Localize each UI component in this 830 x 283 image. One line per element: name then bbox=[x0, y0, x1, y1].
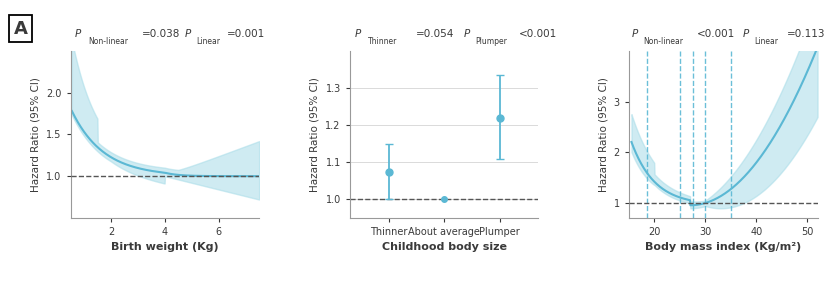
Y-axis label: Hazard Ratio (95% CI): Hazard Ratio (95% CI) bbox=[31, 77, 41, 192]
Text: $\it{P}$: $\it{P}$ bbox=[183, 27, 192, 39]
X-axis label: Childhood body size: Childhood body size bbox=[382, 243, 506, 252]
Text: Linear: Linear bbox=[196, 37, 220, 46]
Text: =0.113: =0.113 bbox=[787, 29, 825, 39]
Text: Thinner: Thinner bbox=[368, 37, 397, 46]
Text: $\it{P}$: $\it{P}$ bbox=[463, 27, 471, 39]
Text: Plumper: Plumper bbox=[476, 37, 507, 46]
Text: =0.054: =0.054 bbox=[416, 29, 454, 39]
Y-axis label: Hazard Ratio (95% CI): Hazard Ratio (95% CI) bbox=[310, 77, 320, 192]
Text: <0.001: <0.001 bbox=[697, 29, 735, 39]
Text: $\it{P}$: $\it{P}$ bbox=[631, 27, 639, 39]
Text: $\it{P}$: $\it{P}$ bbox=[75, 27, 82, 39]
Text: Non-linear: Non-linear bbox=[643, 37, 683, 46]
Text: Non-linear: Non-linear bbox=[89, 37, 129, 46]
Text: $\it{P}$: $\it{P}$ bbox=[354, 27, 362, 39]
X-axis label: Body mass index (Kg/m²): Body mass index (Kg/m²) bbox=[645, 243, 801, 252]
Y-axis label: Hazard Ratio (95% CI): Hazard Ratio (95% CI) bbox=[598, 77, 608, 192]
Text: =0.001: =0.001 bbox=[227, 29, 266, 39]
Text: A: A bbox=[14, 20, 28, 38]
Text: =0.038: =0.038 bbox=[142, 29, 181, 39]
Text: $\it{P}$: $\it{P}$ bbox=[742, 27, 750, 39]
Text: <0.001: <0.001 bbox=[519, 29, 557, 39]
Text: Linear: Linear bbox=[754, 37, 779, 46]
X-axis label: Birth weight (Kg): Birth weight (Kg) bbox=[111, 243, 218, 252]
